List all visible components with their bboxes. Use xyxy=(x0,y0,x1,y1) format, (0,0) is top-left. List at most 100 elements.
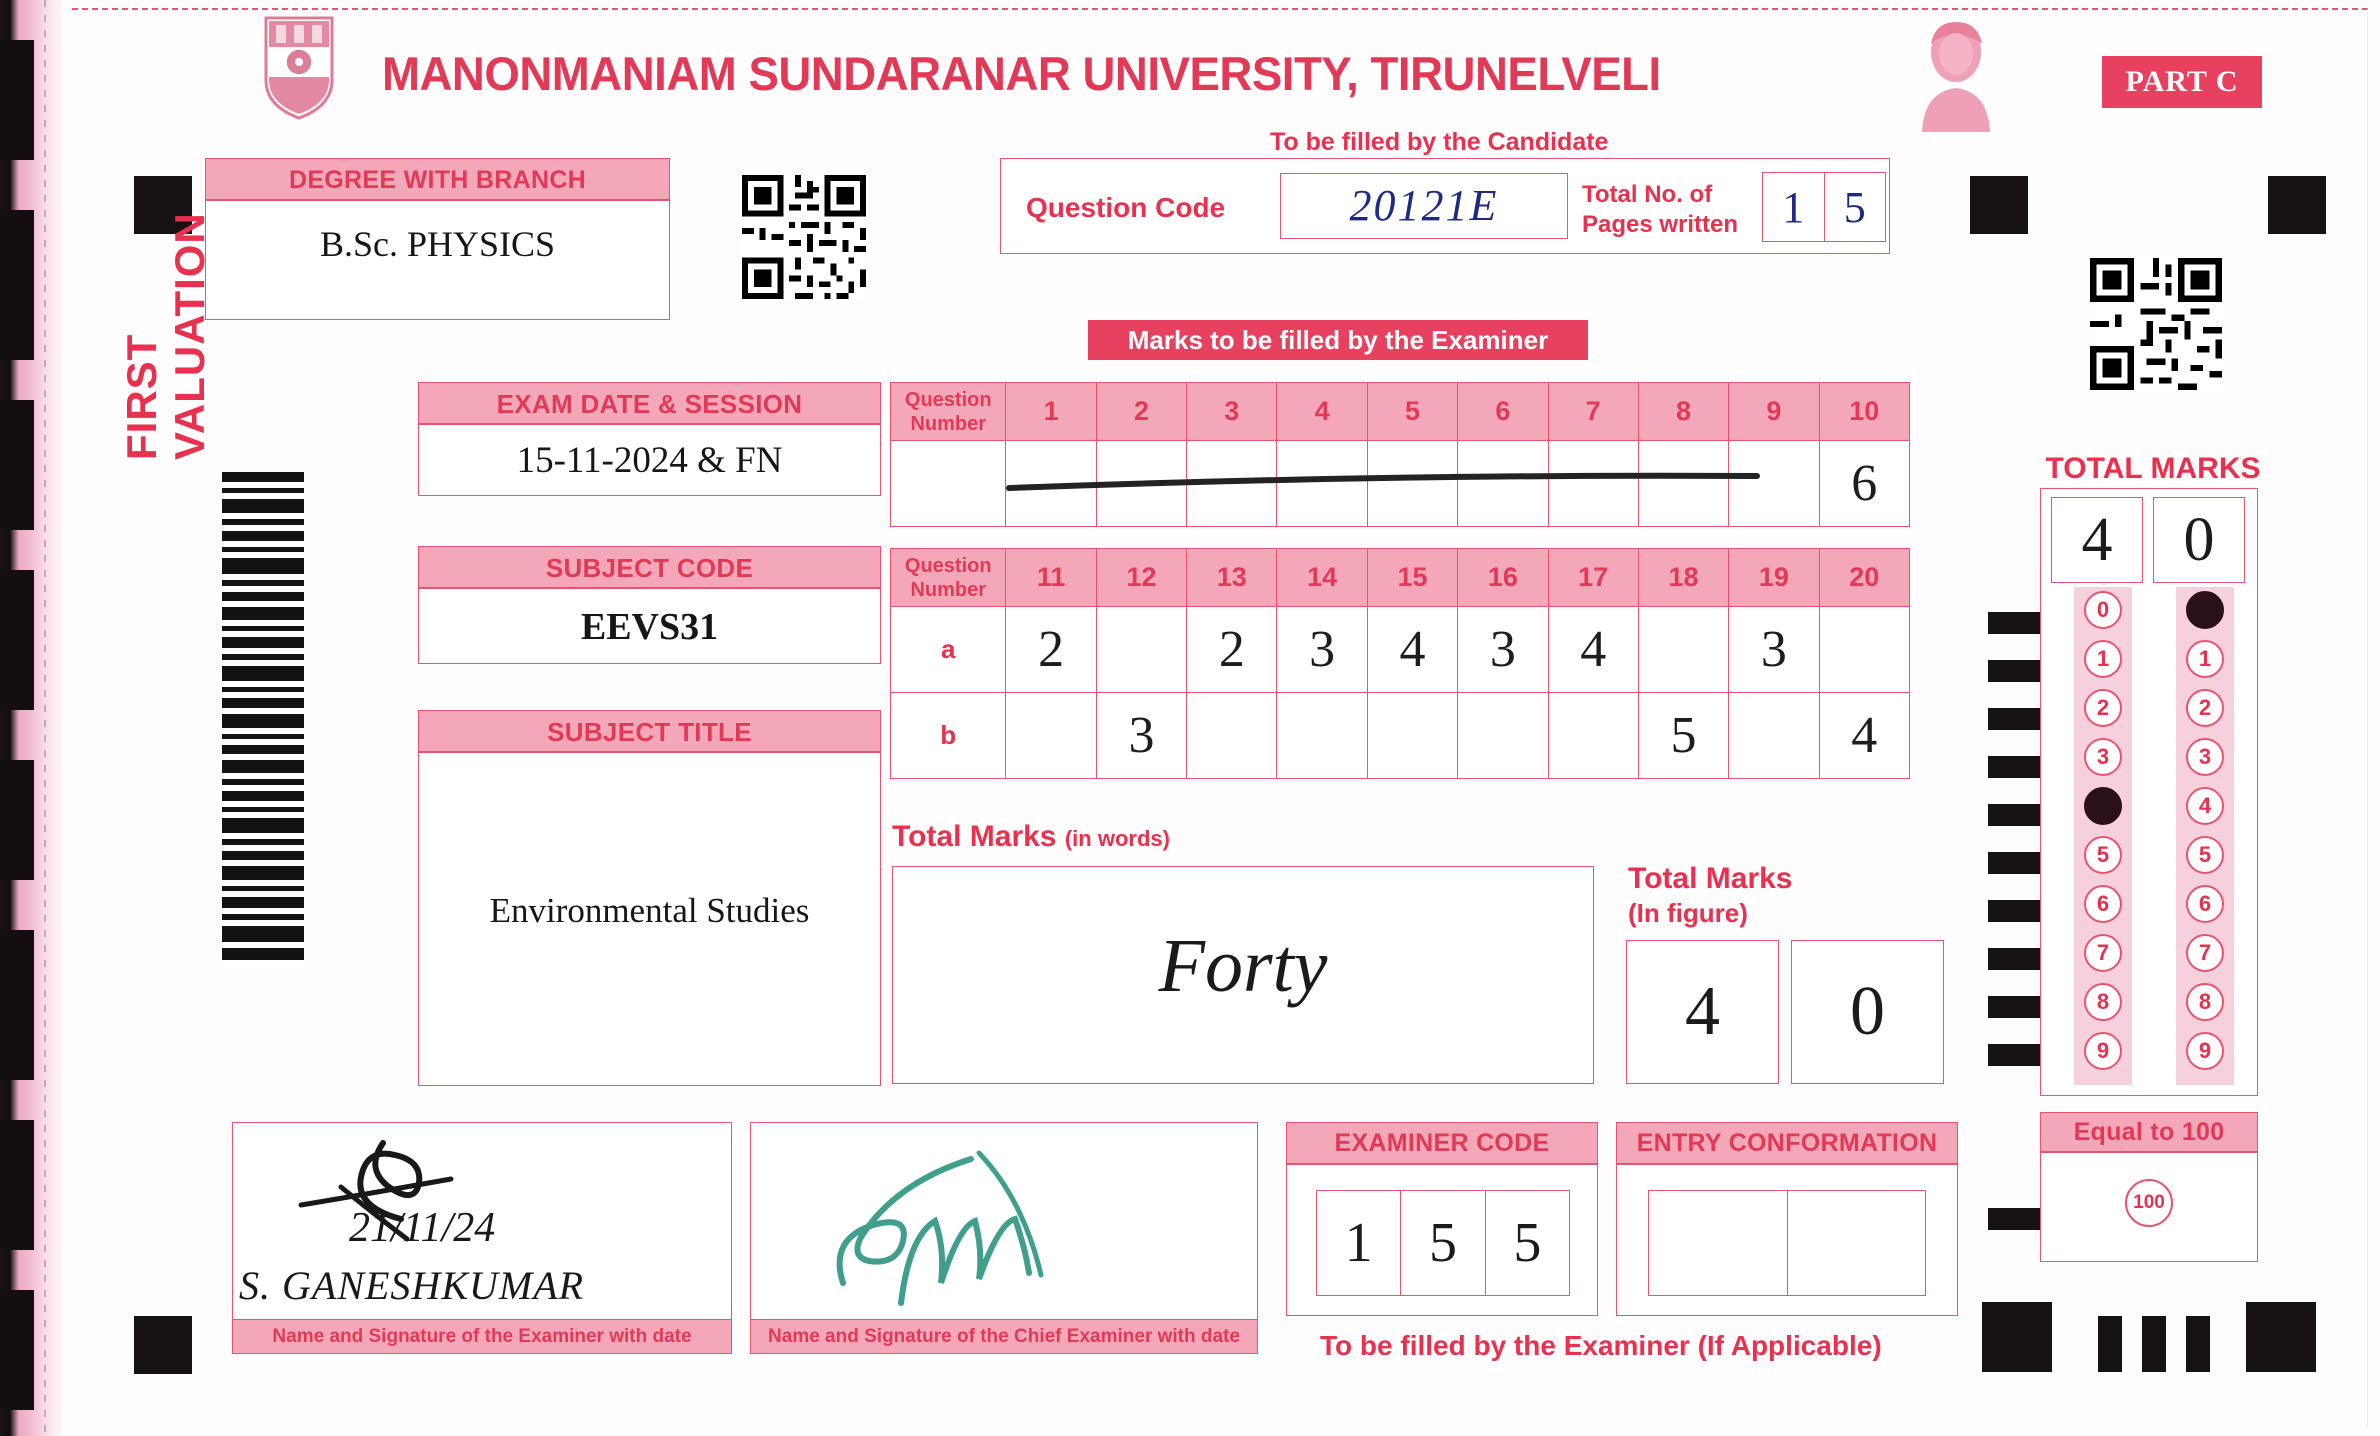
total-marks-words-sub: (in words) xyxy=(1064,826,1170,851)
total-figure-digit-1[interactable]: 4 xyxy=(1626,940,1779,1084)
registration-tick xyxy=(1988,1044,2040,1066)
mark-a-16[interactable]: 3 xyxy=(1457,606,1549,693)
bubble-column-tens[interactable]: 0 1 2 3 4 5 6 7 8 9 xyxy=(2074,587,2132,1085)
bubble-8[interactable]: 8 xyxy=(2084,983,2122,1021)
bubble-7[interactable]: 7 xyxy=(2186,934,2224,972)
bubble-0[interactable]: 0 xyxy=(2186,591,2224,629)
registration-mark xyxy=(2186,1316,2210,1372)
pages-written-label: Total No. of Pages written xyxy=(1582,181,1739,238)
mark-b-14[interactable] xyxy=(1276,692,1368,779)
bubble-1[interactable]: 1 xyxy=(2084,640,2122,678)
examiner-code-digit-2[interactable]: 5 xyxy=(1401,1190,1486,1296)
total-marks-bubble-panel: 4 0 0 1 2 3 4 5 6 7 8 9 0 1 2 3 4 5 6 7 8 9 xyxy=(2040,488,2258,1096)
bubble-9[interactable]: 9 xyxy=(2186,1032,2224,1070)
registration-tick xyxy=(1988,948,2040,970)
mark-cell-7[interactable] xyxy=(1547,440,1639,527)
total-marks-figure-input[interactable]: 4 0 xyxy=(1626,940,1944,1084)
bubble-5[interactable]: 5 xyxy=(2186,836,2224,874)
col-16: 16 xyxy=(1457,548,1549,607)
col-14: 14 xyxy=(1276,548,1368,607)
bubble-column-ones[interactable]: 0 1 2 3 4 5 6 7 8 9 xyxy=(2176,587,2234,1085)
mark-b-15[interactable] xyxy=(1366,692,1459,779)
col-15: 15 xyxy=(1366,548,1459,607)
mark-a-14[interactable]: 3 xyxy=(1276,606,1368,693)
registration-mark xyxy=(2142,1316,2166,1372)
equal-to-100-bubble[interactable]: 100 xyxy=(2125,1179,2173,1227)
bubble-2[interactable]: 2 xyxy=(2186,689,2224,727)
entry-conformation-input[interactable] xyxy=(1648,1190,1926,1296)
bubble-6[interactable]: 6 xyxy=(2084,885,2122,923)
registration-tick xyxy=(1988,900,2040,922)
pages-digit-2[interactable]: 5 xyxy=(1824,172,1886,242)
col-12: 12 xyxy=(1095,548,1188,607)
bubble-7[interactable]: 7 xyxy=(2084,934,2122,972)
bubble-4[interactable]: 4 xyxy=(2186,787,2224,825)
mark-a-15[interactable]: 4 xyxy=(1366,606,1459,693)
chief-examiner-signature-box[interactable] xyxy=(750,1122,1258,1320)
strikethrough-annotation xyxy=(1006,472,1760,491)
mark-a-11[interactable]: 2 xyxy=(1005,606,1097,693)
mark-cell-10[interactable]: 6 xyxy=(1818,440,1911,527)
equal-to-100-field: 100 xyxy=(2040,1152,2258,1262)
mark-b-18[interactable]: 5 xyxy=(1637,692,1730,779)
chief-signature-icon xyxy=(836,1150,1044,1306)
examiner-code-label: EXAMINER CODE xyxy=(1286,1122,1598,1164)
mark-cell-6[interactable] xyxy=(1457,440,1549,527)
pages-written-input[interactable]: 1 5 xyxy=(1762,172,1886,242)
pages-digit-1[interactable]: 1 xyxy=(1762,172,1825,242)
total-digit-tens[interactable]: 4 xyxy=(2051,497,2143,583)
bubble-2[interactable]: 2 xyxy=(2084,689,2122,727)
mark-b-16[interactable] xyxy=(1457,692,1549,779)
mark-a-17[interactable]: 4 xyxy=(1547,606,1639,693)
col-4: 4 xyxy=(1276,382,1368,441)
mark-b-19[interactable] xyxy=(1728,692,1820,779)
bubble-4[interactable]: 4 xyxy=(2084,787,2122,825)
mark-cell-8[interactable] xyxy=(1637,440,1730,527)
bubble-1[interactable]: 1 xyxy=(2186,640,2224,678)
mark-b-12[interactable]: 3 xyxy=(1095,692,1188,779)
registration-tick xyxy=(1988,708,2040,730)
mark-a-20[interactable] xyxy=(1818,606,1911,693)
mark-a-19[interactable]: 3 xyxy=(1728,606,1820,693)
bubble-6[interactable]: 6 xyxy=(2186,885,2224,923)
table-header-row: Question Number 1 2 3 4 5 6 7 8 9 10 xyxy=(889,382,1911,441)
examiner-code-field xyxy=(1286,1164,1598,1316)
mark-a-13[interactable]: 2 xyxy=(1186,606,1278,693)
mark-a-12[interactable] xyxy=(1095,606,1188,693)
total-digit-ones[interactable]: 0 xyxy=(2153,497,2245,583)
mark-cell-5[interactable] xyxy=(1366,440,1459,527)
entry-digit-1[interactable] xyxy=(1648,1190,1788,1296)
entry-conformation-label: ENTRY CONFORMATION NO. xyxy=(1616,1122,1958,1197)
total-marks-words-input[interactable]: Forty xyxy=(892,866,1594,1084)
bottom-note: To be filled by the Examiner (If Applica… xyxy=(1320,1330,1882,1361)
bubble-8[interactable]: 8 xyxy=(2186,983,2224,1021)
table-row: b 3 5 4 xyxy=(889,692,1911,779)
question-number-header: Question Number xyxy=(889,548,1007,607)
registration-tick xyxy=(1988,1208,2040,1230)
mark-b-13[interactable] xyxy=(1186,692,1278,779)
examiner-code-input[interactable]: 1 5 5 xyxy=(1316,1190,1570,1296)
bubble-5[interactable]: 5 xyxy=(2084,836,2122,874)
page-title: MANONMANIAM SUNDARANAR UNIVERSITY, TIRUN… xyxy=(382,47,1661,100)
mark-b-11[interactable] xyxy=(1005,692,1097,779)
examiner-code-digit-3[interactable]: 5 xyxy=(1485,1190,1570,1296)
mark-b-17[interactable] xyxy=(1547,692,1639,779)
subject-title-field: Environmental Studies xyxy=(418,752,881,1086)
mark-cell-9[interactable] xyxy=(1728,440,1820,527)
mark-a-18[interactable] xyxy=(1637,606,1730,693)
mark-cell-4[interactable] xyxy=(1276,440,1368,527)
entry-digit-2[interactable] xyxy=(1787,1190,1926,1296)
total-figure-digit-2[interactable]: 0 xyxy=(1791,940,1944,1084)
col-3: 3 xyxy=(1186,382,1278,441)
bubble-9[interactable]: 9 xyxy=(2084,1032,2122,1070)
subject-title-label: SUBJECT TITLE xyxy=(418,710,881,752)
bubble-3[interactable]: 3 xyxy=(2186,738,2224,776)
question-code-input[interactable]: 20121E xyxy=(1280,173,1568,239)
bubble-3[interactable]: 3 xyxy=(2084,738,2122,776)
examiner-code-digit-1[interactable]: 1 xyxy=(1316,1190,1402,1296)
examiner-signature-box[interactable]: 21/11/24 S. GANESHKUMAR xyxy=(232,1122,732,1320)
registration-mark xyxy=(2268,176,2326,234)
bubble-0[interactable]: 0 xyxy=(2084,591,2122,629)
total-marks-figure-text: Total Marks xyxy=(1628,862,1793,895)
mark-b-20[interactable]: 4 xyxy=(1818,692,1911,779)
